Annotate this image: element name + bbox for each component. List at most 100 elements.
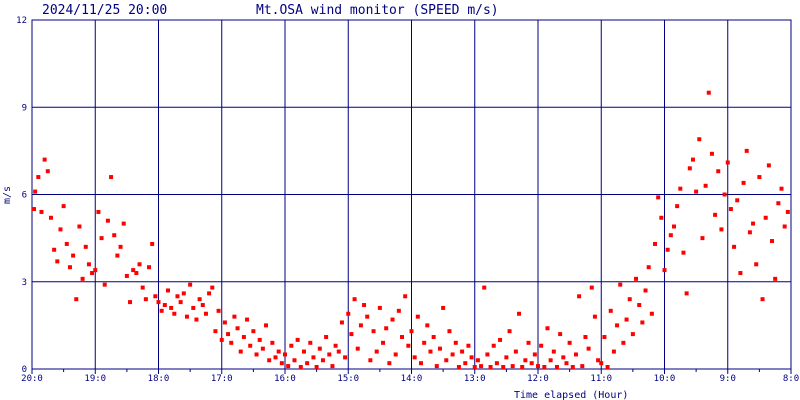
- data-point: [621, 340, 626, 345]
- data-point: [175, 294, 180, 299]
- data-point: [706, 90, 711, 95]
- data-point: [573, 352, 578, 357]
- data-point: [760, 297, 765, 302]
- data-point: [754, 262, 759, 267]
- data-point: [719, 227, 724, 232]
- data-point: [779, 186, 784, 191]
- data-point: [210, 285, 215, 290]
- data-point: [71, 253, 76, 258]
- data-point: [93, 268, 98, 273]
- data-point: [134, 271, 139, 276]
- data-point: [406, 343, 411, 348]
- data-point: [488, 365, 493, 369]
- data-point: [732, 244, 737, 249]
- data-point: [178, 300, 183, 305]
- data-point: [637, 303, 642, 308]
- data-point: [336, 349, 341, 354]
- data-point: [656, 195, 661, 200]
- data-point: [143, 297, 148, 302]
- data-point: [570, 365, 575, 369]
- data-point: [634, 276, 639, 281]
- data-point: [545, 326, 550, 331]
- data-point: [159, 308, 164, 313]
- data-point: [48, 215, 53, 220]
- data-point: [469, 355, 474, 360]
- data-point: [586, 346, 591, 351]
- data-point: [131, 268, 136, 273]
- data-point: [339, 320, 344, 325]
- data-point: [460, 349, 465, 354]
- data-point: [32, 207, 36, 212]
- data-point: [39, 209, 44, 214]
- data-point: [184, 314, 189, 319]
- data-point: [216, 308, 221, 313]
- data-point: [646, 265, 651, 270]
- data-point: [472, 365, 477, 369]
- data-point: [368, 358, 373, 363]
- data-point: [343, 355, 348, 360]
- data-point: [403, 294, 408, 299]
- data-point: [428, 349, 433, 354]
- x-tick-label: 18:0: [148, 374, 170, 384]
- data-point: [238, 349, 243, 354]
- x-tick-label: 12:0: [527, 374, 549, 384]
- data-point: [596, 358, 601, 363]
- data-point: [599, 361, 604, 366]
- data-point: [245, 317, 250, 322]
- data-point: [608, 308, 613, 313]
- data-point: [314, 365, 319, 369]
- data-point: [153, 294, 158, 299]
- data-point: [653, 241, 658, 246]
- data-point: [45, 169, 50, 174]
- data-point: [112, 233, 117, 238]
- data-point: [479, 364, 484, 369]
- data-point: [738, 271, 743, 276]
- data-point: [99, 236, 104, 241]
- data-point: [741, 180, 746, 185]
- data-point: [52, 247, 57, 252]
- data-point: [494, 361, 499, 366]
- data-point: [213, 329, 218, 334]
- data-point: [276, 349, 281, 354]
- data-point: [156, 300, 161, 305]
- data-point: [690, 157, 695, 162]
- x-axis-label: Time elapsed (Hour): [514, 390, 628, 400]
- data-point: [539, 343, 544, 348]
- data-point: [517, 311, 522, 316]
- data-point: [327, 352, 332, 357]
- data-point: [121, 221, 126, 226]
- data-point: [554, 365, 559, 369]
- data-point: [668, 233, 673, 238]
- data-point: [365, 314, 370, 319]
- data-point: [548, 358, 553, 363]
- data-point: [466, 343, 471, 348]
- data-point: [425, 323, 430, 328]
- data-point: [722, 192, 727, 197]
- data-point: [564, 361, 569, 366]
- data-point: [61, 204, 66, 209]
- chart-datetime: 2024/11/25 20:00: [42, 3, 167, 18]
- data-point: [520, 365, 525, 369]
- data-point: [115, 253, 120, 258]
- data-point: [431, 335, 436, 340]
- data-point: [766, 163, 771, 168]
- data-point: [602, 335, 607, 340]
- y-tick-label: 9: [22, 103, 27, 113]
- data-point: [513, 349, 518, 354]
- y-tick-label: 3: [22, 278, 27, 288]
- data-point: [371, 329, 376, 334]
- y-tick-label: 12: [16, 16, 27, 26]
- data-point: [181, 291, 186, 296]
- data-point: [409, 329, 414, 334]
- data-point: [42, 157, 47, 162]
- data-point: [200, 303, 205, 308]
- x-tick-label: 10:0: [654, 374, 676, 384]
- data-point: [83, 244, 88, 249]
- data-point: [580, 364, 585, 369]
- data-point: [172, 311, 177, 316]
- data-point: [782, 224, 787, 229]
- data-point: [615, 323, 620, 328]
- data-point: [393, 352, 398, 357]
- data-point: [260, 346, 265, 351]
- data-point: [124, 273, 129, 278]
